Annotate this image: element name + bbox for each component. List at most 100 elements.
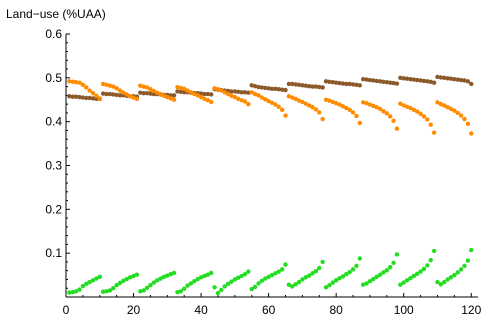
data-point bbox=[428, 257, 433, 263]
data-point bbox=[256, 93, 261, 98]
data-point bbox=[452, 76, 457, 82]
data-point bbox=[273, 271, 278, 276]
x-tick-label: 40 bbox=[194, 303, 208, 317]
data-point bbox=[357, 83, 363, 88]
data-point bbox=[306, 83, 312, 89]
data-point bbox=[337, 275, 342, 281]
data-point bbox=[381, 108, 386, 114]
data-point bbox=[350, 267, 356, 272]
data-point bbox=[67, 290, 72, 295]
data-point bbox=[269, 86, 275, 91]
data-point bbox=[256, 281, 261, 286]
data-point bbox=[192, 91, 197, 97]
data-point bbox=[465, 79, 471, 84]
data-point bbox=[293, 96, 298, 102]
data-point bbox=[445, 105, 450, 110]
series-2 bbox=[67, 79, 474, 136]
data-point bbox=[239, 90, 244, 95]
data-point bbox=[97, 96, 102, 101]
data-point bbox=[269, 272, 275, 278]
data-point bbox=[374, 78, 379, 84]
data-point bbox=[340, 274, 346, 279]
data-point bbox=[144, 90, 150, 96]
data-point bbox=[266, 274, 271, 280]
data-point bbox=[418, 78, 423, 83]
data-point bbox=[401, 76, 406, 81]
data-point bbox=[377, 79, 383, 84]
data-point bbox=[431, 130, 437, 135]
data-point bbox=[364, 101, 369, 106]
data-point bbox=[310, 84, 315, 89]
data-point bbox=[371, 78, 376, 83]
data-point bbox=[84, 281, 89, 287]
data-point bbox=[111, 92, 116, 97]
data-point bbox=[327, 98, 332, 103]
data-point bbox=[100, 289, 106, 294]
data-point bbox=[259, 95, 265, 100]
data-point bbox=[465, 121, 471, 127]
data-point bbox=[384, 111, 390, 116]
data-point bbox=[202, 96, 207, 102]
data-point bbox=[144, 85, 150, 90]
data-point bbox=[161, 93, 167, 99]
data-point bbox=[249, 90, 254, 95]
data-point bbox=[394, 81, 400, 86]
data-point bbox=[317, 110, 322, 115]
data-point bbox=[371, 276, 376, 282]
axes: 0 20 40 60 80 100 120 0.1 0.2 0.3 0.4 0.5 0.6 bbox=[45, 27, 481, 317]
data-point bbox=[114, 86, 119, 91]
data-point bbox=[293, 82, 298, 87]
data-point bbox=[104, 91, 109, 97]
data-point bbox=[323, 97, 329, 102]
data-point bbox=[438, 282, 444, 287]
data-point bbox=[273, 86, 278, 91]
data-point bbox=[327, 282, 332, 288]
data-point bbox=[347, 107, 352, 113]
data-point bbox=[367, 279, 373, 284]
data-point bbox=[354, 113, 359, 119]
x-tick-label: 60 bbox=[262, 303, 276, 317]
data-point bbox=[127, 275, 133, 280]
data-point bbox=[100, 91, 106, 96]
data-point bbox=[242, 272, 248, 277]
data-point bbox=[181, 286, 187, 291]
data-point bbox=[131, 95, 136, 100]
data-point bbox=[344, 105, 349, 111]
data-point bbox=[97, 274, 102, 280]
data-point bbox=[425, 79, 430, 84]
data-point bbox=[425, 263, 430, 268]
data-point bbox=[87, 279, 92, 285]
data-point bbox=[192, 279, 197, 284]
data-point bbox=[344, 81, 349, 87]
data-point bbox=[198, 94, 204, 100]
data-point bbox=[104, 289, 109, 294]
data-point bbox=[283, 87, 288, 93]
data-point bbox=[310, 105, 315, 110]
data-point bbox=[421, 78, 427, 84]
data-point bbox=[411, 107, 417, 113]
data-point bbox=[455, 270, 460, 275]
data-point bbox=[283, 113, 288, 118]
data-point bbox=[300, 277, 305, 282]
data-point bbox=[320, 85, 325, 90]
y-tick-label: 0.6 bbox=[45, 27, 62, 41]
data-point bbox=[323, 285, 329, 290]
data-point bbox=[148, 87, 153, 92]
data-point bbox=[134, 96, 140, 102]
data-point bbox=[225, 88, 231, 94]
data-point bbox=[205, 91, 211, 97]
data-point bbox=[259, 278, 265, 283]
data-point bbox=[387, 114, 393, 119]
data-point bbox=[408, 76, 413, 82]
data-point bbox=[188, 281, 194, 286]
data-point bbox=[317, 265, 322, 271]
data-point bbox=[215, 87, 221, 92]
data-point bbox=[452, 108, 457, 113]
data-point bbox=[209, 270, 214, 276]
data-point bbox=[374, 105, 379, 110]
data-point bbox=[333, 278, 339, 283]
data-point bbox=[458, 267, 464, 272]
data-point bbox=[252, 284, 258, 290]
data-point bbox=[337, 80, 342, 86]
